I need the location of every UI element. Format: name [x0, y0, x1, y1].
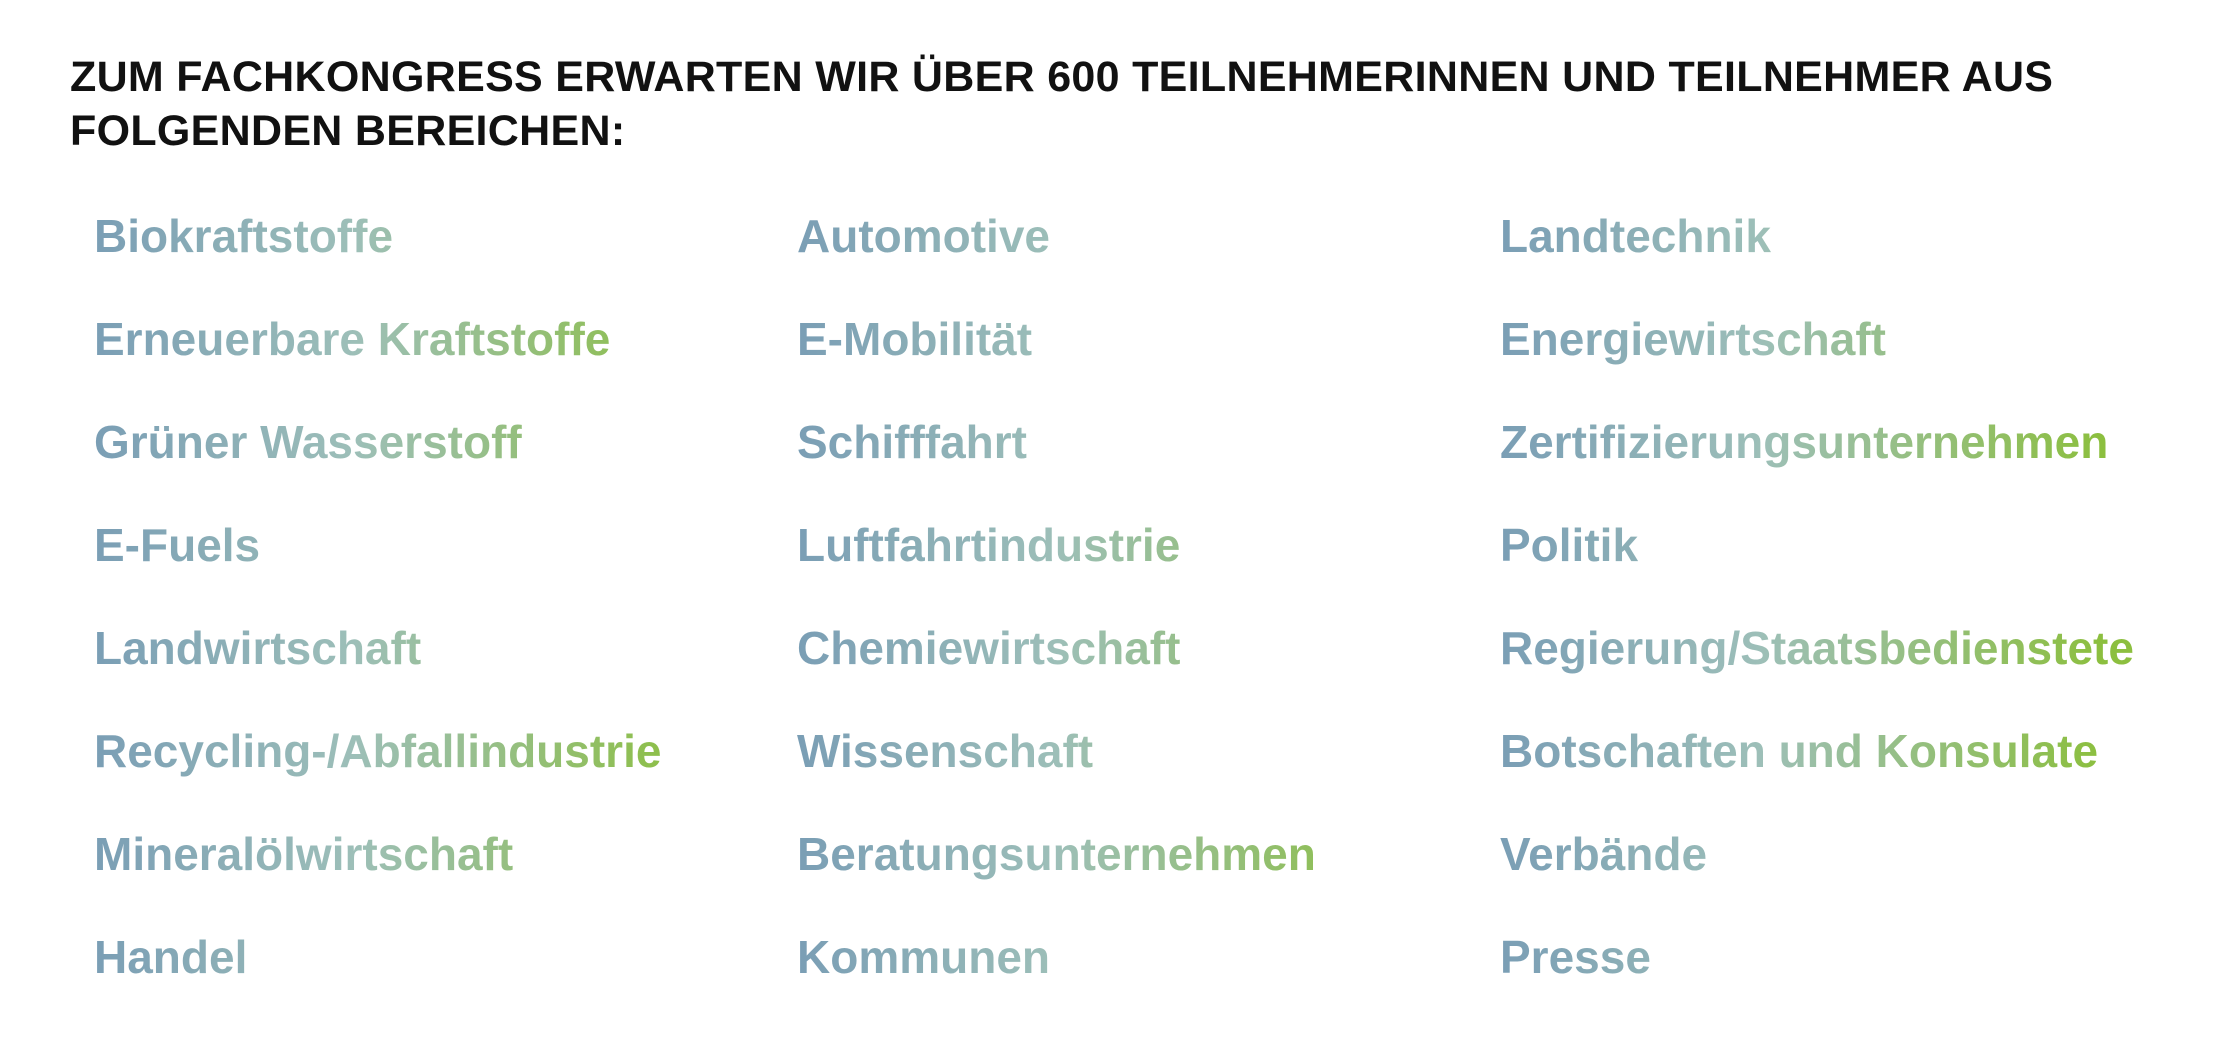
sector-item: Mineralölwirtschaft [94, 816, 513, 919]
sector-item: Handel [94, 919, 247, 1022]
sector-item: Botschaften und Konsulate [1500, 713, 2098, 816]
sector-item: Verbände [1500, 816, 1707, 919]
sector-column-2: Automotive E-Mobilität Schifffahrt Luftf… [797, 198, 1316, 1022]
sector-item: Zertifizierungsunternehmen [1500, 404, 2108, 507]
sector-item: Biokraftstoffe [94, 198, 393, 301]
sector-item: E-Fuels [94, 507, 260, 610]
sector-item: Erneuerbare Kraftstoffe [94, 301, 610, 404]
sector-item: Grüner Wasserstoff [94, 404, 522, 507]
heading-line-1: ZUM FACHKONGRESS ERWARTEN WIR ÜBER 600 T… [70, 53, 2054, 101]
sector-item: Wissenschaft [797, 713, 1093, 816]
sector-columns: Biokraftstoffe Erneuerbare Kraftstoffe G… [0, 198, 2230, 998]
sector-item: Politik [1500, 507, 1638, 610]
sector-item: Schifffahrt [797, 404, 1027, 507]
heading-line-2: FOLGENDEN BEREICHEN: [70, 107, 626, 155]
sector-item: Beratungsunternehmen [797, 816, 1316, 919]
sector-item: Landtechnik [1500, 198, 1771, 301]
sector-column-3: Landtechnik Energiewirtschaft Zertifizie… [1500, 198, 2134, 1022]
sector-item: Luftfahrtindustrie [797, 507, 1180, 610]
page-heading: ZUM FACHKONGRESS ERWARTEN WIR ÜBER 600 T… [70, 50, 2170, 158]
sector-item: Energiewirtschaft [1500, 301, 1886, 404]
sector-item: Chemiewirtschaft [797, 610, 1180, 713]
sector-item: Recycling-/Abfallindustrie [94, 713, 661, 816]
sector-column-1: Biokraftstoffe Erneuerbare Kraftstoffe G… [94, 198, 661, 1022]
sector-item: E-Mobilität [797, 301, 1032, 404]
sector-item: Presse [1500, 919, 1651, 1022]
sector-item: Landwirtschaft [94, 610, 421, 713]
sector-item: Kommunen [797, 919, 1050, 1022]
sector-item: Automotive [797, 198, 1050, 301]
sector-item: Regierung/Staatsbedienstete [1500, 610, 2134, 713]
